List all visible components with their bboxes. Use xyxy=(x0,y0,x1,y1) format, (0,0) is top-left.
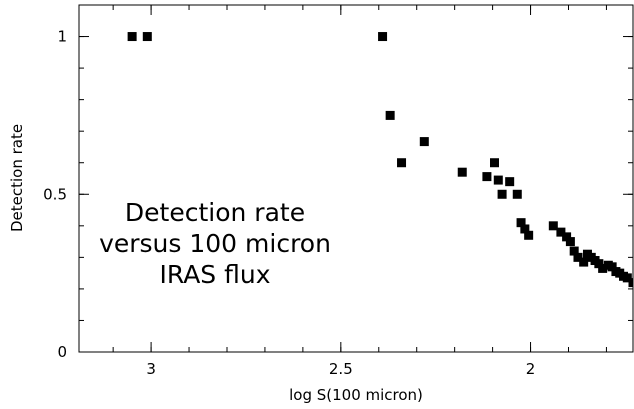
data-point xyxy=(497,189,507,199)
data-point xyxy=(622,273,632,283)
data-point xyxy=(594,259,604,269)
data-point xyxy=(520,224,530,234)
data-point xyxy=(556,227,566,237)
data-point xyxy=(598,263,608,273)
data-point xyxy=(524,230,534,240)
data-point xyxy=(385,110,395,120)
tick-labels: 3 2.5 2 0 0.5 1 xyxy=(43,28,535,378)
data-point xyxy=(628,278,633,288)
data-point xyxy=(490,158,499,168)
data-point xyxy=(482,172,492,182)
data-points xyxy=(127,32,633,288)
data-point xyxy=(419,137,429,147)
data-point xyxy=(457,167,467,177)
y-axis-label: Detection rate xyxy=(8,124,26,232)
x-tick-label: 2.5 xyxy=(329,360,353,378)
x-tick-label: 3 xyxy=(146,360,156,378)
axis-ticks xyxy=(79,4,633,353)
data-point xyxy=(565,237,575,247)
annotation-line-1: Detection rate xyxy=(125,198,305,227)
data-point xyxy=(607,262,617,272)
data-point xyxy=(579,257,589,267)
x-axis-label: log S(100 micron) xyxy=(289,386,423,404)
plot-frame xyxy=(78,4,634,353)
y-tick-label: 0 xyxy=(57,343,67,361)
data-point xyxy=(397,158,407,168)
data-point xyxy=(569,246,579,256)
y-tick-label: 0.5 xyxy=(43,185,67,203)
data-point xyxy=(573,252,583,262)
data-point xyxy=(516,218,526,228)
annotation-line-3: IRAS flux xyxy=(159,260,270,289)
data-point xyxy=(512,189,522,199)
x-tick-label: 2 xyxy=(526,360,536,378)
data-point xyxy=(548,221,558,231)
data-point xyxy=(127,32,137,42)
annotation-line-2: versus 100 micron xyxy=(99,229,331,258)
data-point xyxy=(142,32,152,42)
y-tick-label: 1 xyxy=(57,28,67,46)
data-point xyxy=(562,232,572,242)
data-point xyxy=(378,32,388,42)
data-point xyxy=(505,177,515,187)
data-point xyxy=(493,175,503,185)
